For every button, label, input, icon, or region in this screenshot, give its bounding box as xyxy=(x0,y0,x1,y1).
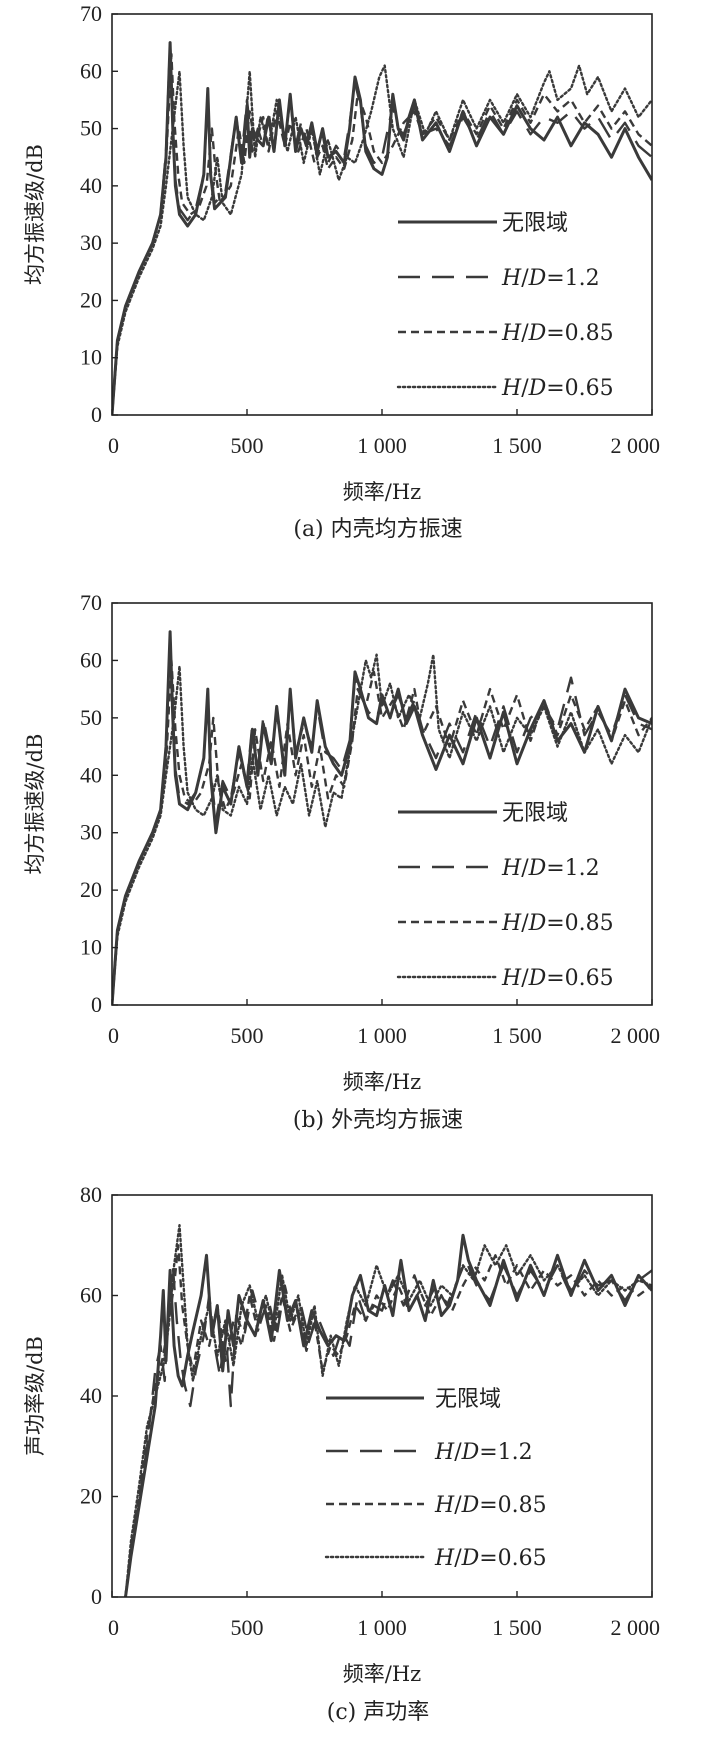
y-tick-label: 40 xyxy=(80,173,102,198)
legend-label-bg xyxy=(500,849,605,879)
y-tick-label: 20 xyxy=(80,877,102,902)
y-tick-label: 50 xyxy=(80,116,102,141)
legend-label-bg xyxy=(500,259,605,289)
legend-label: 无限域 xyxy=(502,211,568,236)
x-tick-label: 500 xyxy=(231,1023,264,1048)
x-tick-label: 2 000 xyxy=(611,1615,661,1640)
x-tick-label: 1 000 xyxy=(357,433,407,458)
series-line-4 xyxy=(112,64,652,415)
legend-label-bg xyxy=(500,204,580,234)
legend-label: H/D=1.2 xyxy=(501,266,600,291)
series-line-2 xyxy=(112,636,652,1005)
legend-label-bg xyxy=(500,959,615,989)
legend: 无限域 H/D=1.2 H/D=0.85 H/D=0.65 xyxy=(396,204,615,401)
x-tick-label: 2 000 xyxy=(611,433,661,458)
y-tick-label: 10 xyxy=(80,345,102,370)
series-line-4 xyxy=(124,1223,652,1597)
legend-label-bg xyxy=(500,794,580,824)
x-axis-label: 频率/Hz xyxy=(343,1070,421,1094)
legend-label-bg xyxy=(433,1380,513,1410)
y-tick-label: 0 xyxy=(91,402,102,427)
legend-label-bg xyxy=(433,1539,548,1569)
series-line-3 xyxy=(112,659,652,1005)
legend-label: H/D=0.85 xyxy=(501,911,614,936)
legend-label-bg xyxy=(433,1433,538,1463)
legend-label: 无限域 xyxy=(435,1387,501,1412)
x-axis-label: 频率/Hz xyxy=(343,480,421,504)
chart-panel-1: 0 10 20 30 40 50 60 70 0 500 1 000 1 500 2 000 频率/Hz 均… xyxy=(23,1,660,542)
chart-panel-3: 0 20 40 60 80 0 500 1 000 1 500 2 000 频率/Hz 声功率级/dB… xyxy=(23,1182,660,1725)
x-tick-label: 1 000 xyxy=(357,1023,407,1048)
x-tick-label: 1 500 xyxy=(492,433,542,458)
series-line-3 xyxy=(124,1244,652,1597)
y-tick-label: 50 xyxy=(80,705,102,730)
y-tick-label: 40 xyxy=(80,762,102,787)
series-line-2 xyxy=(124,1259,652,1597)
y-axis-label: 声功率级/dB xyxy=(23,1336,47,1456)
series-line-1 xyxy=(112,630,652,1005)
x-tick-label: 2 000 xyxy=(611,1023,661,1048)
series-line-2 xyxy=(112,41,652,415)
legend-label-bg xyxy=(500,904,615,934)
legend: 无限域 H/D=1.2 H/D=0.85 H/D=0.65 xyxy=(396,794,615,991)
legend: 无限域 H/D=1.2 H/D=0.85 H/D=0.65 xyxy=(324,1380,548,1571)
y-tick-label: 60 xyxy=(80,58,102,83)
x-tick-label: 0 xyxy=(108,433,119,458)
y-tick-label: 70 xyxy=(80,590,102,615)
legend-label: H/D=0.65 xyxy=(434,1546,547,1571)
x-tick-label: 500 xyxy=(231,433,264,458)
x-tick-label: 1 000 xyxy=(357,1615,407,1640)
series-line-3 xyxy=(112,52,652,415)
y-tick-label: 40 xyxy=(80,1383,102,1408)
legend-label: H/D=0.85 xyxy=(434,1493,547,1518)
y-tick-label: 0 xyxy=(91,1584,102,1609)
legend-label-bg xyxy=(433,1486,548,1516)
panel-caption: (a) 内壳均方振速 xyxy=(293,517,462,542)
y-tick-label: 80 xyxy=(80,1182,102,1207)
x-tick-label: 0 xyxy=(108,1615,119,1640)
legend-label: H/D=0.85 xyxy=(501,321,614,346)
legend-label: H/D=0.65 xyxy=(501,376,614,401)
x-tick-label: 1 500 xyxy=(492,1615,542,1640)
series-group xyxy=(112,630,652,1005)
x-tick-label: 1 500 xyxy=(492,1023,542,1048)
x-axis-label: 频率/Hz xyxy=(343,1662,421,1686)
y-tick-label: 30 xyxy=(80,230,102,255)
legend-label: H/D=1.2 xyxy=(434,1440,533,1465)
y-tick-label: 0 xyxy=(91,992,102,1017)
y-tick-label: 70 xyxy=(80,1,102,26)
y-axis-label: 均方振速级/dB xyxy=(23,144,47,285)
series-line-4 xyxy=(112,653,652,1005)
chart-panel-2: 0 10 20 30 40 50 60 70 0 500 1 000 1 500 2 000 频率/Hz 均… xyxy=(23,590,660,1133)
y-tick-label: 10 xyxy=(80,935,102,960)
x-tick-label: 0 xyxy=(108,1023,119,1048)
legend-label-bg xyxy=(500,369,615,399)
series-line-1 xyxy=(112,41,652,415)
panel-caption: (c) 声功率 xyxy=(327,1700,429,1725)
series-group xyxy=(112,41,652,415)
y-tick-label: 60 xyxy=(80,647,102,672)
x-tick-label: 500 xyxy=(231,1615,264,1640)
legend-label: 无限域 xyxy=(502,801,568,826)
legend-label: H/D=0.65 xyxy=(501,966,614,991)
y-tick-label: 30 xyxy=(80,820,102,845)
series-group xyxy=(124,1223,652,1597)
y-axis-label: 均方振速级/dB xyxy=(23,734,47,875)
legend-label: H/D=1.2 xyxy=(501,856,600,881)
y-tick-label: 20 xyxy=(80,1484,102,1509)
panel-caption: (b) 外壳均方振速 xyxy=(293,1108,463,1133)
y-tick-label: 20 xyxy=(80,287,102,312)
y-tick-label: 60 xyxy=(80,1283,102,1308)
legend-label-bg xyxy=(500,314,615,344)
